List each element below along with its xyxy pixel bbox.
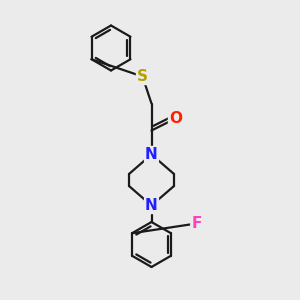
Text: S: S	[137, 69, 148, 84]
Text: N: N	[145, 198, 158, 213]
Text: O: O	[169, 111, 182, 126]
Text: N: N	[145, 147, 158, 162]
Text: F: F	[191, 216, 202, 231]
